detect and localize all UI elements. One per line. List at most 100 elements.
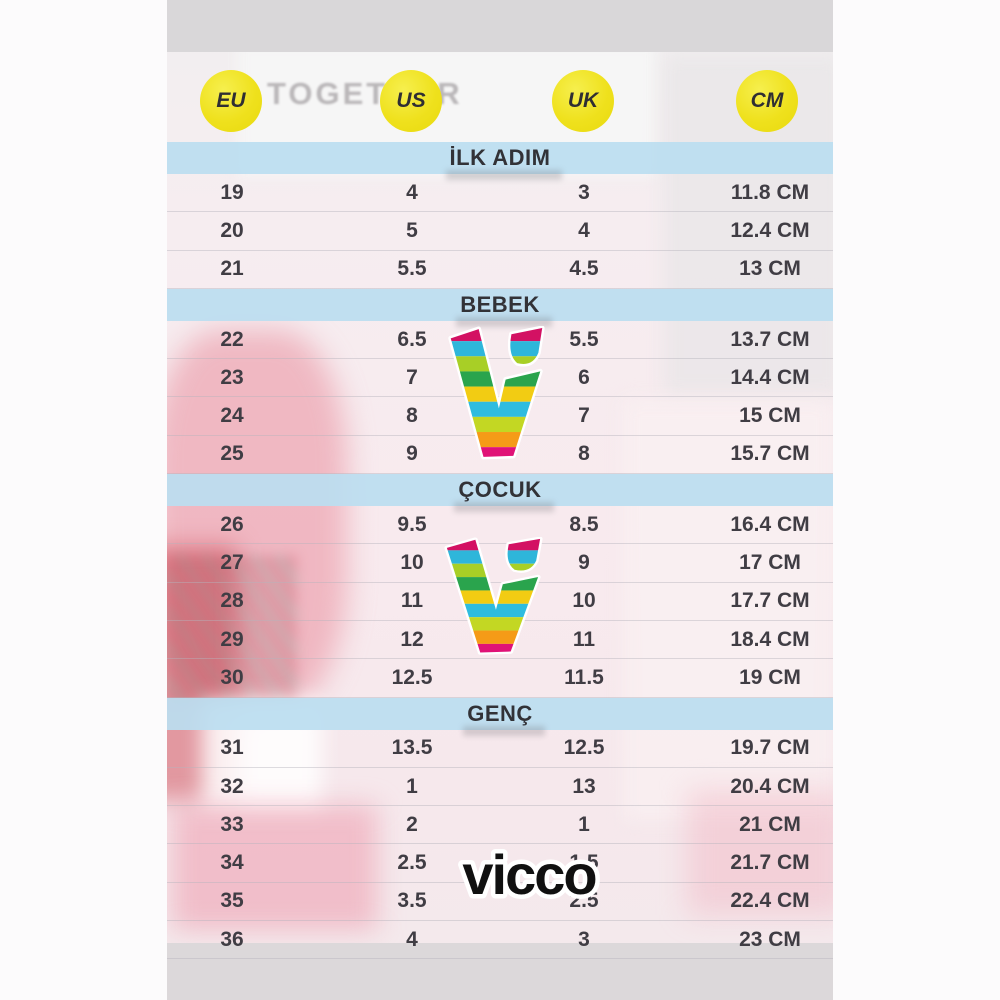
cell-us: 4	[406, 180, 418, 204]
cell-uk: 10	[572, 589, 596, 613]
cell-cm: 12.4 CM	[730, 218, 810, 242]
cell-us: 9.5	[397, 512, 427, 536]
size-table: EU US UK CM İLK ADIM 19 4 3 11.8 CM 20 5 4 12.4 CM 2…	[167, 70, 833, 960]
cell-uk: 4.5	[569, 257, 599, 281]
cell-us: 13.5	[391, 736, 433, 760]
cell-eu: 26	[220, 512, 244, 536]
cell-eu: 29	[220, 627, 244, 651]
vicco-v-logo	[440, 537, 546, 657]
cell-uk: 1	[578, 812, 590, 836]
cell-eu: 30	[220, 665, 244, 689]
cell-uk: 11.5	[564, 665, 604, 689]
cell-uk: 6	[578, 365, 590, 389]
size-section: GENÇ 31 13.5 12.5 19.7 CM 32 1 13 20.4 CM 33 2 1 21 …	[167, 697, 833, 960]
section-title: BEBEK	[460, 291, 540, 317]
cell-us: 6.5	[397, 327, 427, 351]
column-badge-uk: UK	[552, 70, 614, 132]
cell-cm: 14.4 CM	[730, 365, 810, 389]
cell-eu: 23	[220, 365, 244, 389]
cell-uk: 13	[572, 774, 596, 798]
cell-eu: 21	[220, 257, 244, 281]
cell-us: 9	[406, 442, 418, 466]
section-title: ÇOCUK	[458, 477, 542, 503]
column-badge-cm: CM	[736, 70, 798, 132]
cell-us: 5	[406, 218, 418, 242]
cell-eu: 25	[220, 442, 244, 466]
vicco-v-logo-graphic	[448, 326, 545, 460]
section-title: GENÇ	[467, 700, 533, 726]
section-banner: İLK ADIM	[167, 142, 833, 174]
cell-eu: 20	[220, 218, 244, 242]
table-row: 33 2 1 21 CM	[167, 806, 833, 845]
cell-eu: 33	[220, 812, 244, 836]
cell-eu: 27	[220, 551, 244, 575]
cell-cm: 19 CM	[739, 665, 801, 689]
cell-us: 2	[406, 812, 418, 836]
cell-eu: 34	[220, 851, 244, 875]
cell-eu: 28	[220, 589, 244, 613]
cell-cm: 13 CM	[739, 257, 801, 281]
column-badge-us: US	[380, 70, 442, 132]
column-label: US	[396, 89, 426, 112]
cell-cm: 17.7 CM	[730, 589, 810, 613]
column-label: UK	[567, 89, 599, 112]
cell-us: 2.5	[397, 851, 427, 875]
table-row: 21 5.5 4.5 13 CM	[167, 251, 833, 289]
cell-cm: 11.8 CM	[730, 180, 810, 204]
table-row: 31 13.5 12.5 19.7 CM	[167, 730, 833, 768]
cell-uk: 9	[578, 551, 590, 575]
vicco-v-logo	[444, 326, 548, 462]
background-photo: TOGETHER EU US UK CM İLK ADIM 19 4 3 11.8 CM 20 5…	[167, 0, 833, 1000]
cell-eu: 36	[220, 927, 244, 951]
table-row: 20 5 4 12.4 CM	[167, 212, 833, 251]
cell-cm: 17 CM	[739, 551, 801, 575]
cell-uk: 4	[578, 218, 590, 242]
column-label: EU	[216, 89, 246, 112]
cell-eu: 32	[220, 774, 244, 798]
cell-us: 1	[406, 774, 418, 798]
cell-uk: 5.5	[569, 327, 599, 351]
cell-uk: 3	[578, 927, 590, 951]
cell-uk: 11	[572, 627, 596, 651]
vicco-v-logo-graphic	[444, 537, 543, 655]
cell-uk: 12.5	[563, 736, 605, 760]
table-row: 30 12.5 11.5 19 CM	[167, 659, 833, 698]
cell-us: 11	[400, 589, 424, 613]
cell-cm: 13.7 CM	[730, 327, 810, 351]
cell-uk: 7	[578, 404, 590, 428]
table-row: 19 4 3 11.8 CM	[167, 174, 833, 213]
cell-us: 3.5	[397, 889, 427, 913]
cell-cm: 21 CM	[739, 812, 801, 836]
cell-eu: 19	[220, 180, 244, 204]
cell-cm: 20.4 CM	[730, 774, 810, 798]
vicco-wordmark: vicco	[429, 846, 629, 910]
photo-region	[167, 0, 833, 52]
table-row: 36 4 3 23 CM	[167, 921, 833, 960]
cell-us: 8	[406, 404, 418, 428]
column-label: CM	[750, 89, 784, 112]
section-banner: ÇOCUK	[167, 474, 833, 507]
cell-cm: 21.7 CM	[730, 851, 810, 875]
column-headers: EU US UK CM	[167, 70, 833, 132]
cell-us: 5.5	[397, 257, 427, 281]
cell-cm: 16.4 CM	[730, 512, 810, 536]
vicco-wordmark-text: vicco	[462, 846, 596, 906]
cell-cm: 18.4 CM	[730, 627, 810, 651]
table-row: 32 1 13 20.4 CM	[167, 768, 833, 807]
cell-eu: 24	[220, 404, 244, 428]
size-section: İLK ADIM 19 4 3 11.8 CM 20 5 4 12.4 CM 21 5.5 4.5 13…	[167, 142, 833, 289]
cell-eu: 35	[220, 889, 244, 913]
cell-uk: 3	[578, 180, 590, 204]
cell-cm: 19.7 CM	[730, 736, 810, 760]
column-badge-eu: EU	[200, 70, 262, 132]
cell-uk: 8	[578, 442, 590, 466]
cell-cm: 23 CM	[739, 927, 801, 951]
cell-eu: 31	[220, 736, 244, 760]
cell-uk: 1.5	[569, 851, 599, 875]
section-banner: BEBEK	[167, 288, 833, 321]
cell-us: 4	[406, 927, 418, 951]
section-banner: GENÇ	[167, 697, 833, 730]
section-title: İLK ADIM	[449, 145, 551, 170]
cell-us: 12.5	[391, 665, 433, 689]
